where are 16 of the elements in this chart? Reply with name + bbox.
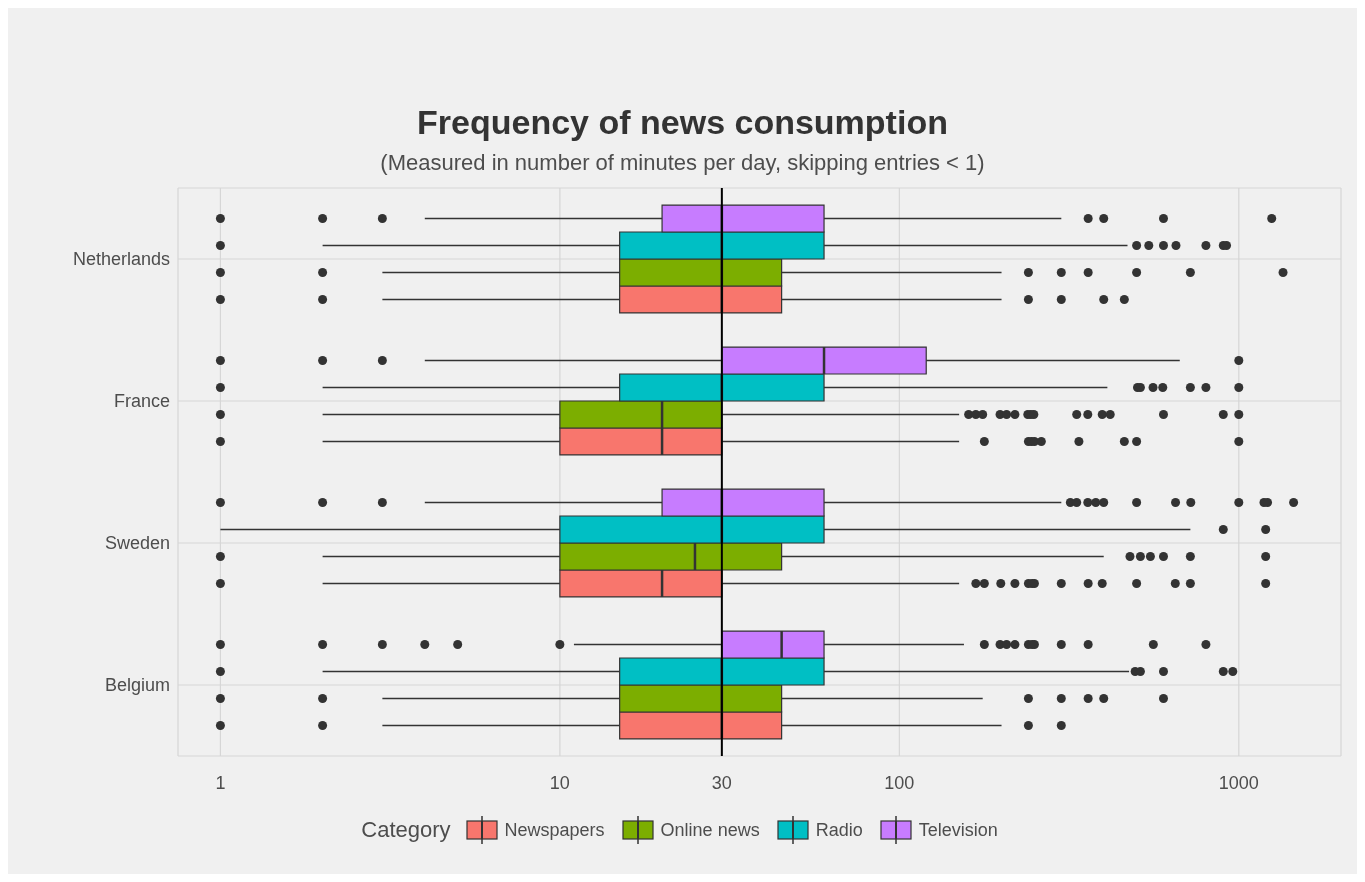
legend-title: Category (361, 817, 451, 843)
y-tick-label: France (113, 391, 170, 412)
x-tick-label: 1 (215, 772, 226, 793)
x-tick-label: 10 (549, 772, 570, 793)
chart-subtitle: (Measured in number of minutes per day, skipping entries < 1) (379, 150, 986, 176)
chart-title: Frequency of news consumption (416, 103, 949, 142)
legend-label: Online news (660, 819, 760, 841)
x-tick-label: 100 (884, 772, 915, 793)
y-tick-label: Sweden (104, 533, 170, 554)
legend-label: Television (918, 819, 998, 841)
x-tick-label: 30 (711, 772, 732, 793)
y-tick-label: Netherlands (72, 249, 170, 270)
legend-label: Newspapers (504, 819, 605, 841)
y-tick-label: Belgium (104, 675, 170, 696)
x-tick-label: 1000 (1218, 772, 1259, 793)
legend-label: Radio (815, 819, 863, 841)
